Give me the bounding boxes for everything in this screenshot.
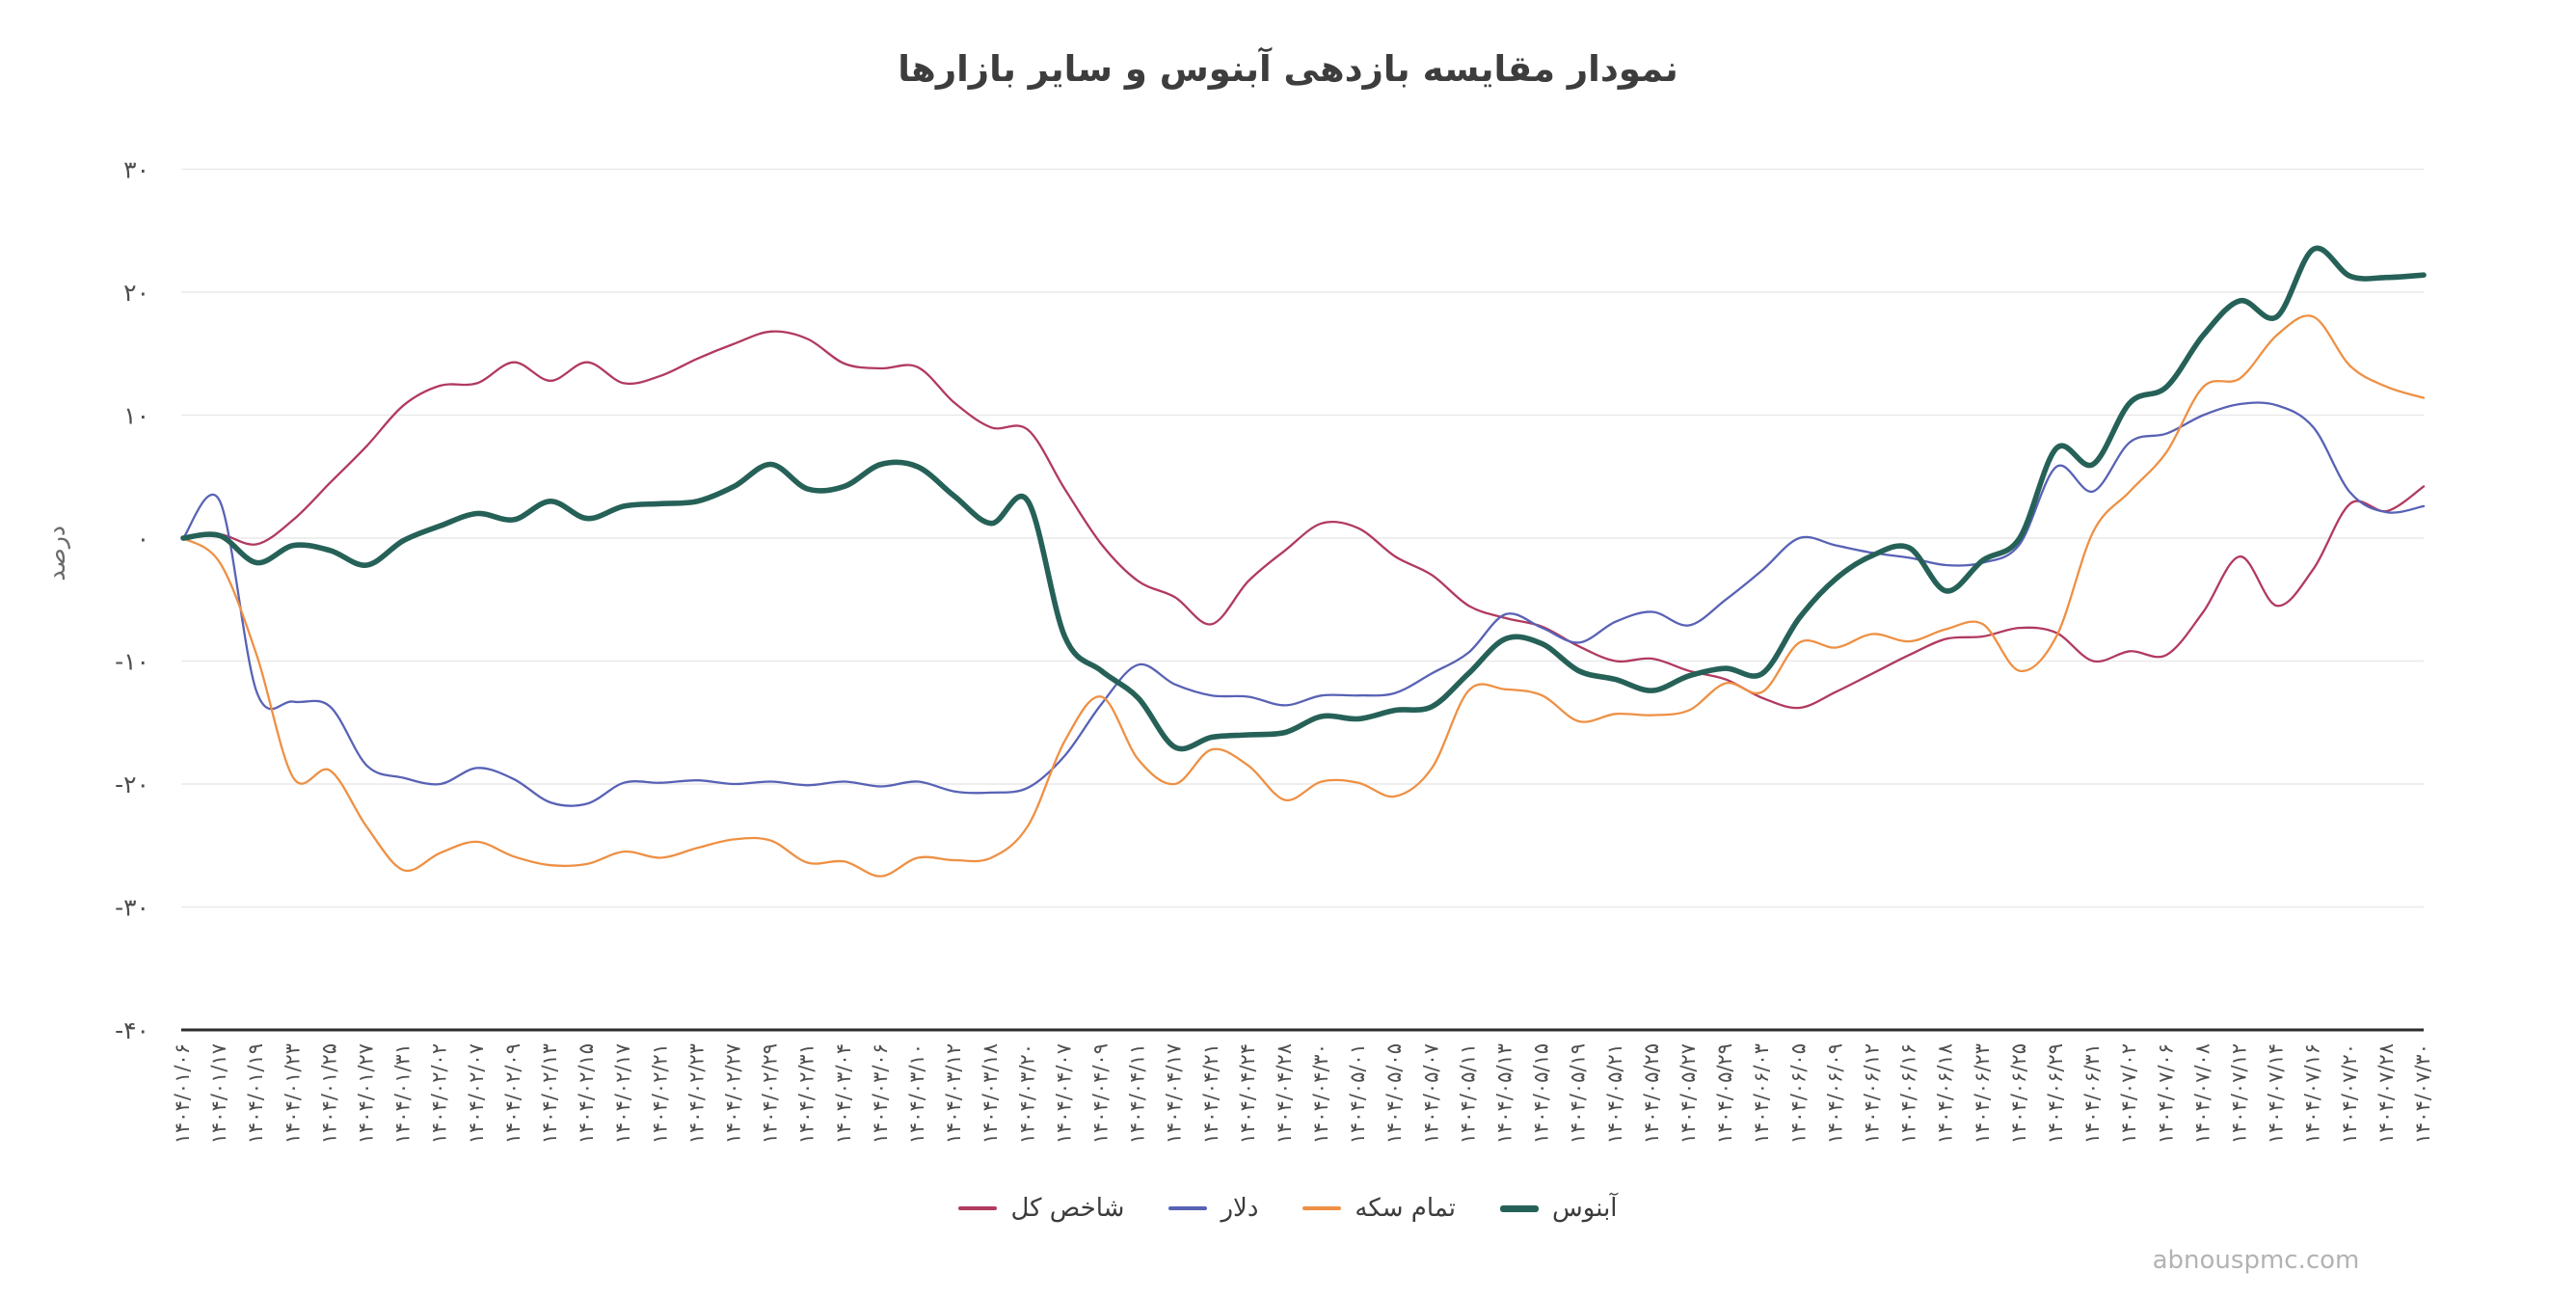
x-tick-label: ۱۴۰۴/۰۲/۲۹ — [759, 1043, 782, 1144]
x-tick-label: ۱۴۰۴/۰۶/۲۳ — [1971, 1043, 1994, 1144]
x-tick-label: ۱۴۰۴/۰۱/۲۷ — [354, 1043, 377, 1144]
legend-label-total-index: شاخص کل — [1010, 1194, 1125, 1223]
x-tick-label: ۱۴۰۴/۰۵/۲۹ — [1713, 1043, 1736, 1144]
y-tick-label: ۰ — [137, 525, 149, 553]
x-tick-label: ۱۴۰۴/۰۳/۱۸ — [979, 1043, 1002, 1144]
x-tick-label: ۱۴۰۴/۰۴/۲۸ — [1273, 1043, 1296, 1144]
legend-item-full-coin[interactable]: تمام سکه — [1302, 1194, 1456, 1223]
y-axis-labels: ۳۰ ۲۰ ۱۰ ۰ -۱۰ -۲۰ -۳۰ -۴۰ — [115, 156, 149, 1045]
y-tick-label: ۱۰ — [123, 402, 149, 430]
x-tick-label: ۱۴۰۴/۰۷/۰۶ — [2154, 1043, 2177, 1144]
x-tick-label: ۱۴۰۴/۰۲/۱۵ — [575, 1043, 598, 1144]
x-tick-label: ۱۴۰۴/۰۴/۲۴ — [1236, 1043, 1259, 1144]
x-tick-label: ۱۴۰۴/۰۲/۲۷ — [721, 1043, 744, 1144]
x-tick-label: ۱۴۰۴/۰۱/۰۶ — [171, 1043, 194, 1144]
x-tick-label: ۱۴۰۴/۰۵/۲۷ — [1677, 1043, 1700, 1144]
x-tick-label: ۱۴۰۴/۰۱/۱۹ — [244, 1043, 267, 1144]
x-tick-label: ۱۴۰۴/۰۶/۱۲ — [1861, 1043, 1884, 1144]
x-tick-label: ۱۴۰۴/۰۴/۱۷ — [1163, 1043, 1186, 1144]
x-tick-label: ۱۴۰۴/۰۶/۰۳ — [1750, 1043, 1773, 1144]
series-line-abnous — [180, 245, 2427, 752]
x-tick-label: ۱۴۰۴/۰۵/۰۱ — [1346, 1043, 1369, 1144]
series-line-dollar — [181, 401, 2426, 807]
x-tick-label: ۱۴۰۴/۰۵/۱۹ — [1567, 1043, 1590, 1144]
x-tick-label: ۱۴۰۴/۰۱/۲۳ — [281, 1043, 304, 1144]
x-tick-label: ۱۴۰۴/۰۲/۳۱ — [795, 1043, 818, 1144]
x-tick-label: ۱۴۰۴/۰۳/۲۰ — [1015, 1043, 1038, 1144]
y-tick-label: -۴۰ — [115, 1016, 149, 1044]
x-tick-label: ۱۴۰۴/۰۵/۲۱ — [1603, 1043, 1626, 1144]
legend-label-dollar: دلار — [1221, 1194, 1259, 1223]
x-tick-label: ۱۴۰۴/۰۱/۳۱ — [391, 1043, 415, 1144]
x-tick-label: ۱۴۰۴/۰۵/۱۵ — [1530, 1043, 1553, 1144]
x-tick-label: ۱۴۰۴/۰۳/۰۴ — [832, 1043, 855, 1144]
x-tick-label: ۱۴۰۴/۰۶/۲۹ — [2044, 1043, 2067, 1144]
x-tick-label: ۱۴۰۴/۰۱/۲۵ — [317, 1043, 340, 1144]
legend-line-swatch-abnous — [1500, 1204, 1540, 1212]
y-tick-label: -۱۰ — [115, 648, 149, 676]
x-tick-label: ۱۴۰۴/۰۲/۰۷ — [465, 1043, 488, 1144]
x-tick-label: ۱۴۰۴/۰۷/۱۴ — [2265, 1043, 2288, 1144]
x-tick-label: ۱۴۰۴/۰۶/۰۵ — [1786, 1043, 1810, 1144]
x-tick-label: ۱۴۰۴/۰۶/۲۵ — [2007, 1043, 2030, 1144]
x-tick-label: ۱۴۰۴/۰۳/۱۲ — [942, 1043, 965, 1144]
x-tick-label: ۱۴۰۴/۰۷/۰۲ — [2117, 1043, 2140, 1144]
legend-item-dollar[interactable]: دلار — [1168, 1194, 1258, 1223]
x-tick-label: ۱۴۰۴/۰۵/۰۵ — [1382, 1043, 1406, 1144]
legend-item-abnous[interactable]: آبنوس — [1500, 1194, 1618, 1223]
x-tick-label: ۱۴۰۴/۰۷/۰۸ — [2190, 1043, 2214, 1144]
watermark: abnouspmc.com — [2152, 1246, 2360, 1275]
x-tick-label: ۱۴۰۴/۰۶/۱۸ — [1934, 1043, 1957, 1144]
chart-title: نمودار مقایسه بازدهی آبنوس و سایر بازاره… — [898, 48, 1678, 90]
legend-label-full-coin: تمام سکه — [1355, 1194, 1457, 1223]
y-tick-label: -۳۰ — [115, 894, 149, 922]
x-tick-label: ۱۴۰۴/۰۶/۳۱ — [2080, 1043, 2104, 1144]
gridlines — [181, 168, 2424, 1032]
x-tick-label: ۱۴۰۴/۰۷/۳۰ — [2411, 1043, 2434, 1144]
chart-legend: شاخص کل دلار تمام سکه آبنوس — [0, 1194, 2576, 1223]
x-tick-label: ۱۴۰۴/۰۲/۲۳ — [684, 1043, 708, 1144]
y-tick-label: ۲۰ — [123, 279, 149, 307]
y-tick-label: ۳۰ — [123, 156, 149, 184]
x-tick-label: ۱۴۰۴/۰۴/۰۷ — [1052, 1043, 1075, 1144]
x-tick-label: ۱۴۰۴/۰۲/۲۱ — [648, 1043, 671, 1144]
x-tick-label: ۱۴۰۴/۰۴/۰۹ — [1088, 1043, 1112, 1144]
x-tick-label: ۱۴۰۴/۰۷/۲۸ — [2375, 1043, 2398, 1144]
y-tick-label: -۲۰ — [115, 771, 149, 798]
legend-label-abnous: آبنوس — [1552, 1194, 1618, 1223]
x-tick-label: ۱۴۰۴/۰۳/۰۶ — [869, 1043, 892, 1144]
x-tick-label: ۱۴۰۴/۰۵/۱۳ — [1493, 1043, 1516, 1144]
x-tick-label: ۱۴۰۴/۰۲/۱۳ — [538, 1043, 561, 1144]
x-tick-label: ۱۴۰۴/۰۵/۱۱ — [1456, 1043, 1479, 1144]
x-tick-label: ۱۴۰۴/۰۵/۰۷ — [1419, 1043, 1442, 1144]
legend-item-total-index[interactable]: شاخص کل — [958, 1194, 1124, 1223]
x-tick-label: ۱۴۰۴/۰۴/۱۱ — [1126, 1043, 1149, 1144]
series-lines — [180, 245, 2427, 878]
x-tick-label: ۱۴۰۴/۰۶/۰۹ — [1823, 1043, 1846, 1144]
x-axis-labels: ۱۴۰۴/۰۱/۰۶ ۱۴۰۴/۰۱/۱۷ ۱۴۰۴/۰۱/۱۹ ۱۴۰۴/۰۱/۲۳… — [171, 1043, 2434, 1144]
x-tick-label: ۱۴۰۴/۰۴/۳۰ — [1309, 1043, 1332, 1144]
x-tick-label: ۱۴۰۴/۰۱/۱۷ — [207, 1043, 230, 1144]
legend-line-swatch-full-coin — [1302, 1206, 1342, 1210]
legend-line-swatch-total-index — [958, 1206, 998, 1210]
x-tick-label: ۱۴۰۴/۰۷/۱۶ — [2301, 1043, 2324, 1144]
series-line-full-coin — [181, 314, 2426, 878]
x-tick-label: ۱۴۰۴/۰۴/۲۱ — [1199, 1043, 1222, 1144]
legend-line-swatch-dollar — [1168, 1206, 1208, 1210]
x-tick-label: ۱۴۰۴/۰۲/۰۹ — [501, 1043, 524, 1144]
x-tick-label: ۱۴۰۴/۰۳/۱۰ — [905, 1043, 928, 1144]
x-tick-label: ۱۴۰۴/۰۲/۱۷ — [611, 1043, 634, 1144]
x-tick-label: ۱۴۰۴/۰۷/۲۰ — [2338, 1043, 2361, 1144]
x-tick-label: ۱۴۰۴/۰۲/۰۲ — [428, 1043, 451, 1144]
x-tick-label: ۱۴۰۴/۰۷/۱۲ — [2228, 1043, 2251, 1144]
x-tick-label: ۱۴۰۴/۰۶/۱۶ — [1897, 1043, 1920, 1144]
series-line-total-index — [181, 330, 2426, 710]
x-tick-label: ۱۴۰۴/۰۵/۲۵ — [1640, 1043, 1663, 1144]
